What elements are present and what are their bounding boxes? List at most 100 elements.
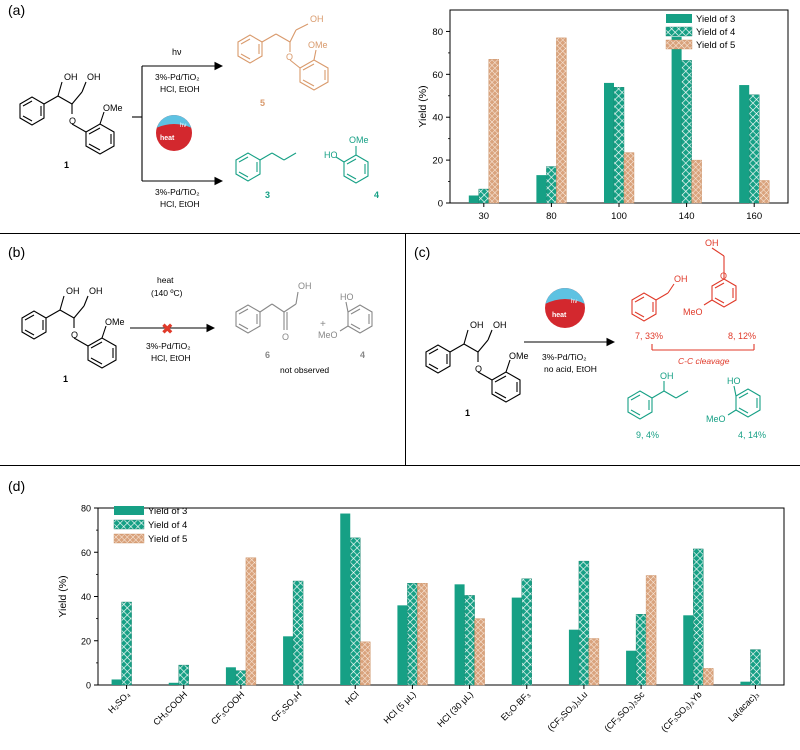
bar-yield-of-4-1	[546, 166, 557, 204]
bar-yield-of-4-11	[750, 649, 761, 686]
x-tick-label: CF₃SO₃H	[269, 689, 304, 724]
b-cond-1: heat	[157, 275, 174, 285]
b-sm-label: 1	[63, 374, 68, 384]
y-tick-label: 20	[81, 636, 91, 646]
c-sm-oh-2: OH	[493, 320, 507, 330]
panel-label-c: (c)	[414, 244, 431, 260]
bar-yield-of-5-5	[417, 583, 428, 686]
y-tick-label: 60	[432, 70, 443, 81]
divider-middle-bottom	[0, 465, 800, 466]
c-p4-meo: MeO	[706, 414, 726, 424]
c-sm-o: O	[475, 364, 482, 374]
y-axis-label: Yield (%)	[417, 85, 429, 127]
x-tick-label: 30	[479, 211, 490, 222]
x-tick-label: H₂SO₄	[106, 689, 132, 715]
bar-yield-of-3-9	[626, 650, 637, 685]
bar-yield-of-3-10	[683, 615, 694, 685]
b-sm-oh-2: OH	[89, 286, 103, 296]
x-tick-label: CF₃COOH	[209, 689, 246, 726]
x-tick-label: La(acac)₃	[726, 689, 761, 724]
panel-label-b: (b)	[8, 244, 26, 260]
b-sm-o: O	[71, 330, 78, 340]
b-sm-oh-1: OH	[66, 286, 80, 296]
c-product-8-structure	[703, 247, 737, 308]
product-5-structure	[237, 23, 329, 91]
x-tick-label: HCl	[343, 689, 361, 707]
bar-yield-of-4-9	[635, 613, 647, 686]
x-tick-label: (CF₃SO₃)₃Sc	[602, 689, 647, 734]
scheme-c: OH OH O OMe 1 hν heat 3%-Pd/TiO₂ no acid…	[425, 238, 766, 440]
b-p6-o: O	[282, 332, 289, 342]
c-p9-label: 9, 4%	[636, 430, 659, 440]
bar-yield-of-5-2	[245, 557, 257, 686]
p4-label: 4	[374, 190, 379, 200]
sm-o: O	[69, 116, 76, 126]
bar-yield-of-3-11	[740, 681, 751, 685]
y-tick-label: 80	[432, 27, 443, 38]
plot-frame	[97, 507, 785, 686]
bar-yield-of-4-8	[578, 560, 590, 686]
bar-yield-of-3-0	[468, 195, 479, 203]
y-tick-label: 40	[432, 113, 443, 124]
divider-top	[0, 233, 800, 234]
y-tick-label: 0	[438, 199, 443, 210]
bar-yield-of-4-0	[121, 601, 132, 686]
x-tick-label: HCl (5 μL)	[382, 689, 418, 725]
b-p4-ho: HO	[340, 292, 354, 302]
bar-yield-of-4-3	[292, 580, 304, 686]
a-top-cond-2: 3%-Pd/TiO₂	[155, 72, 200, 82]
c-sm-label: 1	[465, 408, 470, 418]
c-p8-o: O	[720, 271, 727, 281]
c-cleavage-label: C-C cleavage	[678, 356, 730, 366]
p5-oh: OH	[310, 14, 324, 24]
bar-yield-of-5-4	[360, 641, 371, 686]
b-cond-2: 3%-Pd/TiO₂	[146, 341, 191, 351]
bar-yield-of-3-4	[739, 85, 750, 203]
bar-yield-of-4-4	[749, 94, 760, 204]
c-product-4-structure	[727, 385, 761, 418]
b-substrate-structure	[21, 295, 117, 369]
bar-yield-of-3-1	[168, 682, 179, 685]
legend-label-2: Yield of 5	[696, 40, 735, 51]
legend-swatch-2	[113, 533, 145, 544]
b-note: not observed	[280, 365, 329, 375]
legend-label-1: Yield of 4	[148, 520, 187, 531]
b-p4-meo: MeO	[318, 330, 338, 340]
x-tick-label: 100	[611, 211, 627, 222]
bar-yield-of-5-2	[623, 152, 635, 204]
bar-yield-of-4-7	[521, 578, 532, 686]
bar-yield-of-3-7	[511, 597, 522, 685]
bar-yield-of-4-2	[613, 86, 625, 204]
bar-yield-of-5-3	[691, 159, 702, 204]
bar-yield-of-5-10	[703, 668, 714, 686]
y-tick-label: 40	[81, 592, 91, 602]
bar-yield-of-3-2	[225, 667, 236, 685]
legend-swatch-0	[666, 14, 692, 23]
y-axis-label: Yield (%)	[57, 575, 69, 617]
bar-yield-of-4-0	[478, 188, 490, 204]
scheme-a: OH OH O OMe 1 hν 3%-Pd/TiO₂ HCl, EtOH hν…	[19, 14, 379, 209]
c-icon-hv: hν	[571, 299, 577, 305]
legend-swatch-1	[665, 26, 693, 37]
product-3-structure	[235, 152, 297, 182]
b-product-4-structure	[339, 301, 373, 334]
bar-yield-of-5-4	[759, 180, 770, 204]
panel-label-d: (d)	[8, 478, 26, 494]
bar-yield-of-4-2	[235, 670, 247, 686]
bar-yield-of-4-5	[407, 583, 418, 686]
sm-label: 1	[64, 160, 69, 170]
bar-yield-of-4-10	[693, 548, 704, 686]
substrate-1-structure	[19, 81, 115, 155]
chart-d: 0 20 40 60 80 Yield (%) H₂SO₄ CH₃COOH CF₃COOH CF₃…	[57, 504, 785, 734]
p4-ho: HO	[324, 150, 338, 160]
y-tick-label: 80	[81, 504, 91, 514]
x-tick-label: 140	[679, 211, 695, 222]
sm-oh-2: OH	[87, 72, 101, 82]
c-icon-heat: heat	[552, 312, 567, 319]
b-cond-3: HCl, EtOH	[151, 353, 191, 363]
bar-yield-of-5-1	[556, 37, 567, 204]
b-p6-label: 6	[265, 350, 270, 360]
b-blocked-x-icon: ✖	[161, 321, 174, 338]
b-plus: +	[320, 319, 326, 330]
